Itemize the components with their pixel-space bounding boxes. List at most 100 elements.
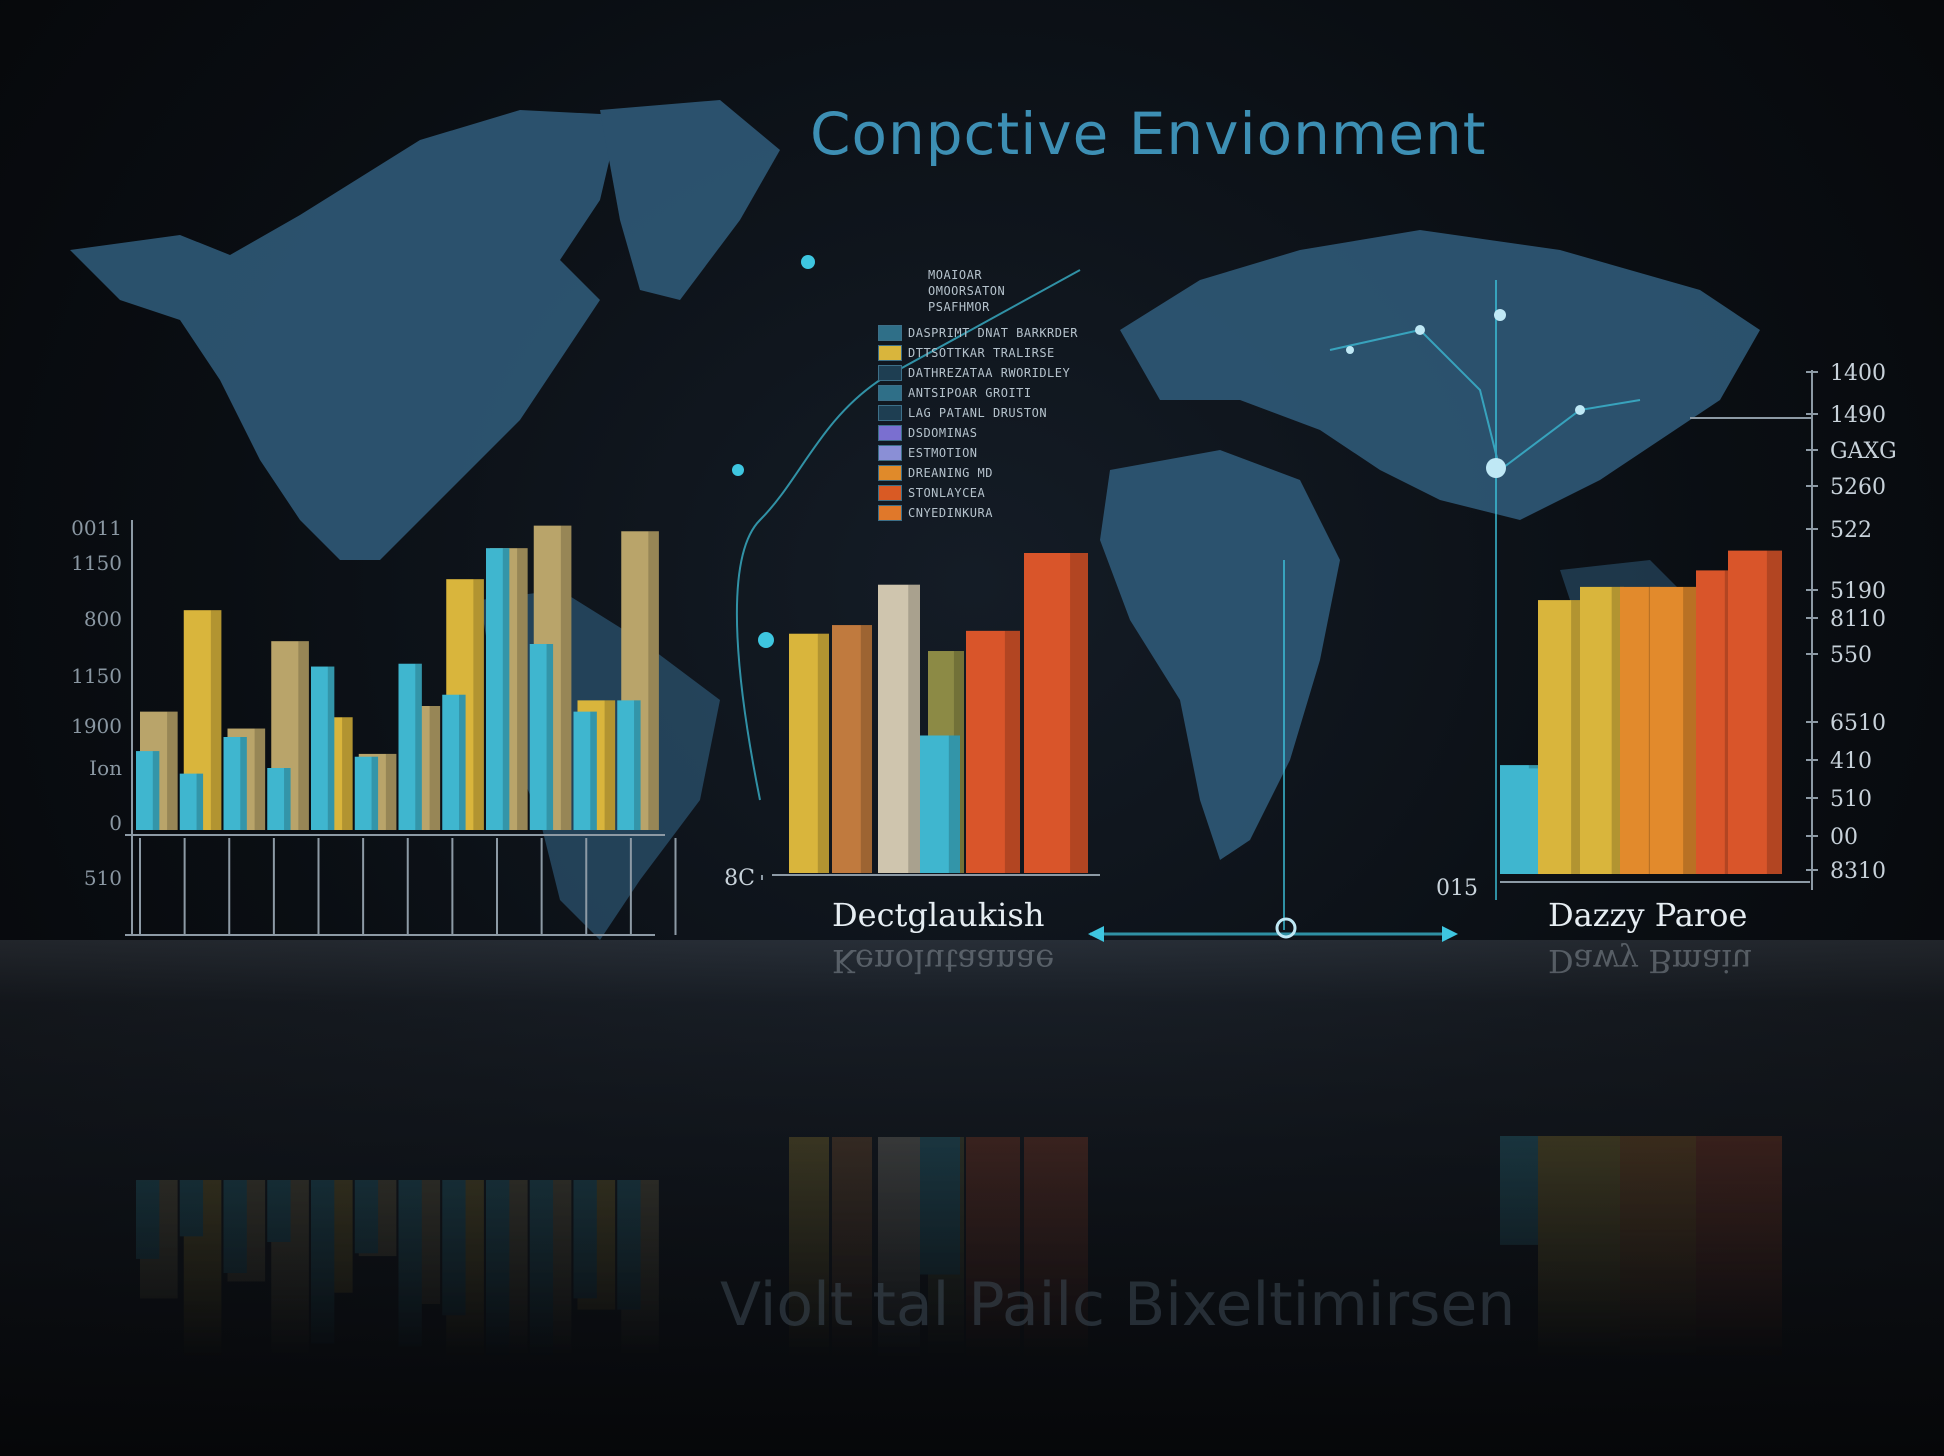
chart2-axis-label: 8C: [724, 866, 755, 891]
chart1-y-tick: Ion: [89, 756, 122, 780]
chart1-bar-secondary: [529, 644, 554, 830]
chart1-bar-secondary-reflection: [398, 1180, 422, 1347]
legend-label: CNYEDINKURA: [908, 506, 993, 520]
chart1-bar-shade: [648, 531, 659, 830]
map-africa: [1100, 450, 1340, 860]
chart1-bar-shade: [473, 579, 484, 830]
legend-swatch: [878, 325, 902, 341]
legend-label: DSDOMINAS: [908, 426, 978, 440]
chart1-bar-secondary-shade: [371, 756, 379, 830]
chart3-bar: [1580, 586, 1624, 874]
legend-item: DREANING MD: [878, 464, 1078, 482]
legend-note: PSAFHMOR: [928, 300, 990, 314]
legend-item: LAG PATANL DRUSTON: [878, 404, 1078, 422]
chart1-bar-secondary-shade: [415, 663, 422, 830]
chart1-bar-secondary-reflection: [136, 1180, 160, 1259]
chart1-bar-shade: [210, 610, 222, 830]
chart3-x-tick: 015: [1436, 876, 1478, 901]
arrow-left-icon: [1088, 926, 1104, 942]
legend-item: STONLAYCEA: [878, 484, 1078, 502]
map-north-america: [70, 110, 620, 560]
chart1-bar-secondary: [398, 663, 422, 830]
chart1-bar-shade: [167, 711, 178, 830]
chart2-bar-reflection: [878, 1137, 920, 1426]
legend-swatch: [878, 385, 902, 401]
chart2-xlabel-reflection: Kenolutaanae: [832, 942, 1055, 980]
legend-swatch: [878, 405, 902, 421]
chart3-y-tick: 550: [1830, 643, 1872, 668]
chart1-bar-secondary: [354, 756, 379, 830]
chart1-bar-secondary-reflection: [442, 1180, 466, 1316]
chart1-bar-shade: [385, 753, 397, 830]
chart1-bar-secondary: [267, 768, 291, 830]
chart3-y-tick: 6510: [1830, 711, 1886, 736]
title-reflection: Violt tal Pailc Bixeltimirsen: [720, 1270, 1516, 1340]
legend-note: MOAIOAR: [928, 268, 983, 282]
legend-item: DSDOMINAS: [878, 424, 1078, 442]
chart1-bar-shade: [517, 548, 528, 830]
chart3-bar-reflection: [1538, 1136, 1584, 1410]
chart3-y-tick: 1400: [1830, 361, 1886, 386]
map-greenland: [600, 100, 780, 300]
legend-swatch: [878, 345, 902, 361]
map-eurasia: [1120, 230, 1760, 520]
legend-swatch: [878, 465, 902, 481]
chart1-bar-shade: [298, 641, 309, 830]
chart2-bar-reflection: [920, 1137, 960, 1275]
chart2-bar-reflection: [966, 1137, 1020, 1380]
chart3-bar: [1728, 550, 1782, 874]
chart1-bar-secondary-shade: [327, 666, 335, 830]
chart3-xlabel: Dazzy Paroe: [1548, 896, 1748, 934]
chart3-y-tick: 5190: [1830, 579, 1886, 604]
chart1-bar-secondary-reflection: [179, 1180, 204, 1237]
chart1-y-tick: 1150: [71, 551, 122, 575]
chart1-y-tick: 1900: [71, 714, 122, 738]
chart1-y-tick: 1150: [71, 664, 122, 688]
legend-label: DATHREZATAA RWORIDLEY: [908, 366, 1071, 380]
chart1-y-tick: 0: [109, 811, 122, 835]
legend-label: DTTSOTTKAR TRALIRSE: [908, 346, 1055, 360]
chart1-bar-secondary-reflection: [354, 1180, 379, 1254]
chart1-bar-secondary-reflection: [223, 1180, 247, 1273]
chart1-bar-secondary: [573, 711, 597, 830]
chart3-bar-reflection: [1728, 1136, 1782, 1456]
legend-swatch: [878, 445, 902, 461]
chart2-bar-reflection: [1024, 1137, 1088, 1456]
chart1-bar-secondary-shade: [240, 737, 247, 830]
legend-label: STONLAYCEA: [908, 486, 986, 500]
legend-label: ESTMOTION: [908, 446, 978, 460]
chart1-bar-secondary-reflection: [311, 1180, 335, 1344]
chart1-bar-secondary-reflection: [486, 1180, 510, 1456]
page-title: Conpctive Envionment: [810, 100, 1487, 168]
chart1-bar-shade: [560, 525, 572, 830]
chart1-bar-secondary: [179, 773, 204, 830]
legend-swatch: [878, 425, 902, 441]
chart2-bar-shade: [860, 625, 872, 873]
chart1-bar-secondary-reflection: [573, 1180, 597, 1299]
chart2-bar-shade: [817, 633, 829, 873]
legend-item: ANTSIPOAR GROITI: [878, 384, 1078, 402]
chart2-bar: [1024, 553, 1088, 873]
chart1-y-tick: 0011: [71, 516, 122, 540]
legend-item: ESTMOTION: [878, 444, 1078, 462]
chart1-bar-secondary-shade: [284, 768, 291, 830]
chart1-bar-secondary: [311, 666, 335, 830]
chart3-bar: [1650, 586, 1696, 874]
legend-item: CNYEDINKURA: [878, 504, 1078, 522]
chart1-bar-secondary-reflection: [617, 1180, 641, 1310]
chart1-bar-secondary-shade: [590, 711, 597, 830]
legend: MOAIOAR OMOORSATON PSAFHMOR DASPRIMT DNA…: [878, 268, 1078, 524]
chart1-y-tick: 510: [84, 866, 122, 890]
chart3-bar-shade: [1766, 550, 1782, 874]
chart1-bar-secondary: [617, 700, 641, 830]
chart3-y-tick: 410: [1830, 749, 1872, 774]
chart2-bar: [878, 584, 920, 873]
chart3-y-tick: 8310: [1830, 859, 1886, 884]
chart1-bar-secondary-shade: [459, 694, 466, 830]
chart2-bar: [920, 735, 960, 873]
legend-swatch: [878, 505, 902, 521]
chart2-bar-reflection: [789, 1137, 829, 1377]
chart3-xlabel-reflection: Dawy Bmaiu: [1548, 942, 1753, 980]
chart1-bar-secondary-shade: [196, 773, 204, 830]
